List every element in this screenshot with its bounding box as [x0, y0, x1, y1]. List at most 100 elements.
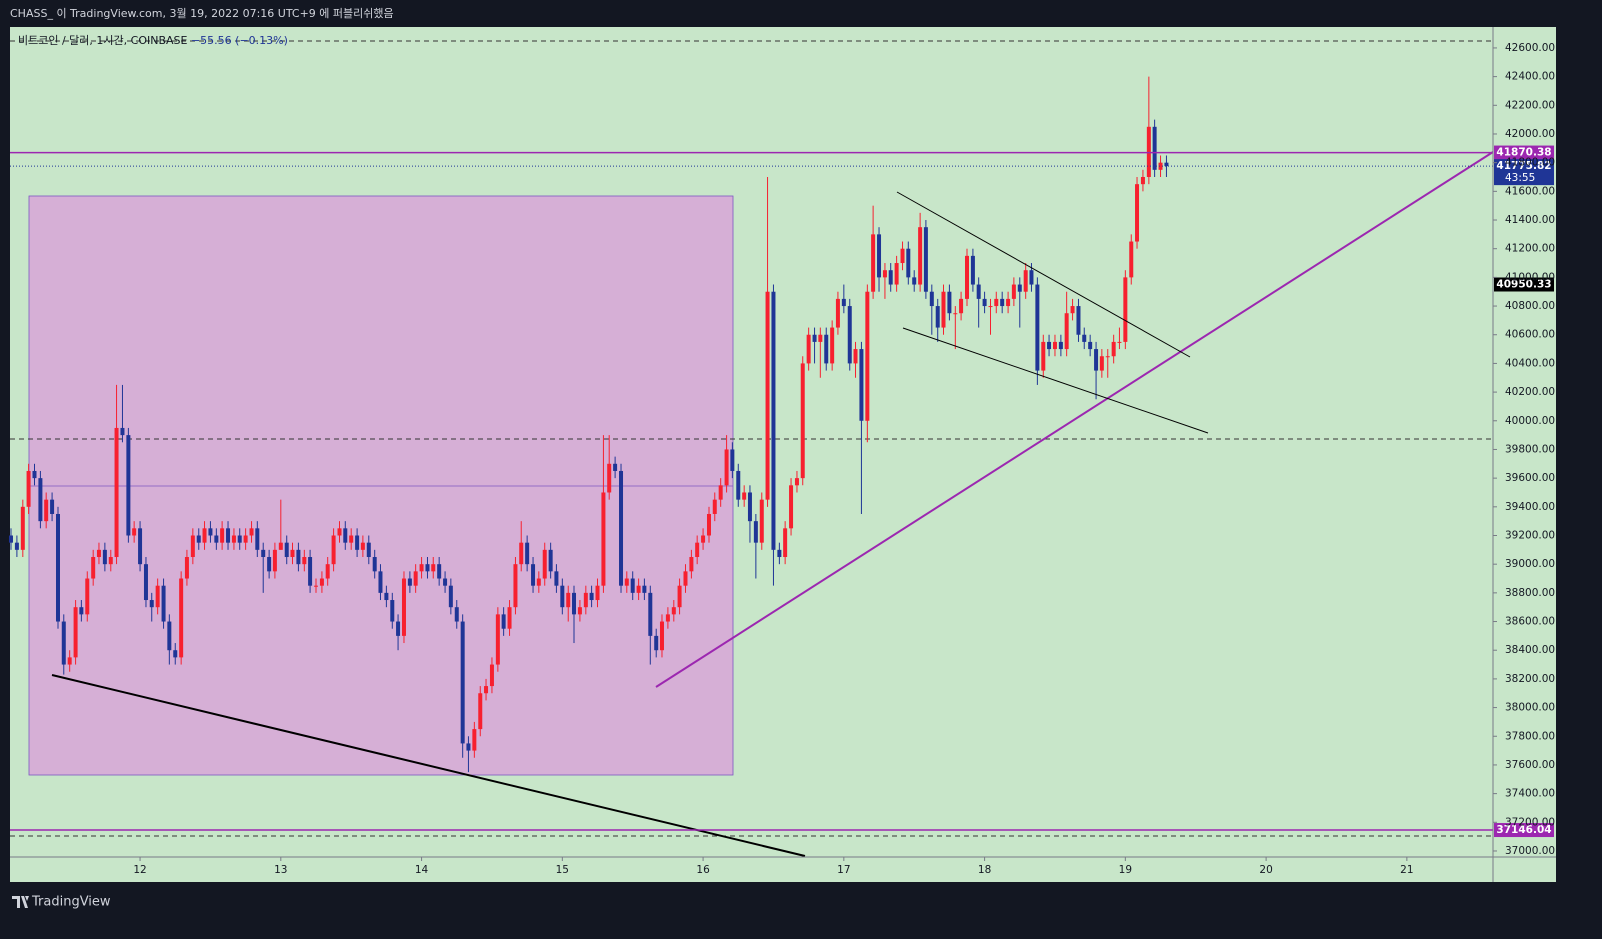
candle-body: [853, 349, 858, 364]
candle-body: [413, 571, 418, 586]
candle-body: [220, 528, 225, 543]
candle-body: [366, 542, 371, 558]
candle-body: [308, 557, 313, 586]
candle-body: [859, 349, 864, 421]
candle-body: [484, 686, 489, 694]
candle-body: [1105, 356, 1110, 358]
candle-body: [1052, 341, 1057, 350]
candle-body: [900, 248, 905, 264]
candle-body: [918, 227, 923, 285]
candle-body: [120, 427, 125, 436]
candle-body: [284, 542, 289, 558]
x-tick-label: 19: [1119, 864, 1132, 876]
candle-body: [67, 657, 72, 665]
candle-body: [114, 427, 119, 558]
y-tick-label: 38800.00: [1505, 587, 1555, 599]
x-tick-label: 16: [696, 864, 710, 876]
y-tick-label: 37400.00: [1505, 788, 1555, 800]
y-tick-label: 38000.00: [1505, 702, 1555, 714]
candle-body: [44, 499, 49, 522]
candle-body: [454, 607, 459, 622]
candle-body: [85, 578, 90, 615]
candle-body: [102, 549, 107, 565]
x-tick-label: 18: [978, 864, 991, 876]
candle-body: [525, 542, 530, 565]
change: −55.56 (−0.13%): [191, 34, 288, 47]
candle-body: [1047, 341, 1052, 350]
y-tick-label: 39000.00: [1505, 558, 1555, 570]
candle-body: [683, 571, 688, 586]
x-tick-label: 15: [556, 864, 569, 876]
candle-body: [79, 607, 84, 615]
candle-body: [1111, 341, 1116, 357]
legend: 비트코인 / 달러, 1시간, COINBASE −55.56 (−0.13%): [18, 34, 288, 47]
candle-body: [32, 470, 37, 479]
y-tick-label: 39600.00: [1505, 472, 1555, 484]
candle-body: [50, 499, 55, 514]
candle-body: [724, 449, 729, 486]
candle-body: [912, 277, 917, 285]
candle-body: [208, 528, 213, 536]
candle-body: [173, 650, 178, 658]
candle-body: [14, 542, 19, 550]
candle-body: [953, 313, 958, 315]
y-tick-label: 38400.00: [1505, 644, 1555, 656]
candle-body: [1099, 356, 1104, 371]
candle-body: [331, 535, 336, 565]
candle-body: [466, 743, 471, 751]
candle-body: [619, 470, 624, 586]
y-tick-label: 37800.00: [1505, 730, 1555, 742]
price-label: 40950.33: [1496, 278, 1551, 290]
candle-body: [20, 506, 25, 550]
candle-body: [1094, 349, 1099, 371]
x-tick-label: 17: [837, 864, 850, 876]
candle-body: [1082, 334, 1087, 342]
trend-line: [896, 191, 1191, 358]
candle-body: [929, 291, 934, 307]
price-label-box: [1494, 277, 1554, 292]
candle-body: [343, 528, 348, 543]
candle-body: [659, 621, 664, 651]
candle-body: [589, 592, 594, 601]
candle-body: [882, 270, 887, 278]
candle-body: [214, 535, 219, 543]
candle-body: [149, 600, 154, 608]
candle-body: [941, 291, 946, 328]
header-text: CHASS_ 이 TradingView.com, 3월 19, 2022 07…: [10, 7, 394, 20]
candle-body: [1123, 277, 1128, 342]
candle-body: [132, 528, 137, 536]
y-tick-label: 39400.00: [1505, 501, 1555, 513]
candle-body: [865, 291, 870, 421]
candle-body: [654, 635, 659, 651]
candle-body: [495, 614, 500, 665]
y-tick-label: 37000.00: [1505, 845, 1555, 857]
candle-body: [1164, 162, 1169, 167]
candle-body: [443, 578, 448, 586]
candle-body: [665, 614, 670, 622]
candle-body: [1076, 306, 1081, 335]
footer-brand[interactable]: TradingView: [31, 895, 111, 910]
y-tick-label: 40200.00: [1505, 386, 1555, 398]
countdown: 43:55: [1505, 172, 1535, 184]
candle-body: [959, 298, 964, 314]
axes: 37000.00 37200.00 37400.00 37600.00 37800.00…: [133, 42, 1555, 876]
candle-body: [994, 298, 999, 307]
candle-body: [437, 564, 442, 579]
candle-body: [401, 578, 406, 636]
candle-body: [824, 334, 829, 364]
y-tick-label: 42000.00: [1505, 128, 1555, 140]
candle-body: [155, 585, 160, 608]
candle-body: [1117, 341, 1122, 343]
x-tick-label: 21: [1400, 864, 1413, 876]
y-tick-label: 42600.00: [1505, 42, 1555, 54]
candle-body: [1152, 126, 1157, 170]
candle-body: [554, 571, 559, 586]
candle-body: [478, 693, 483, 730]
x-tick-label: 12: [133, 864, 146, 876]
candle-body: [548, 549, 553, 572]
candle-body: [583, 592, 588, 608]
candle-body: [613, 463, 618, 471]
candle-body: [448, 585, 453, 608]
price-label-box: [1494, 159, 1554, 186]
